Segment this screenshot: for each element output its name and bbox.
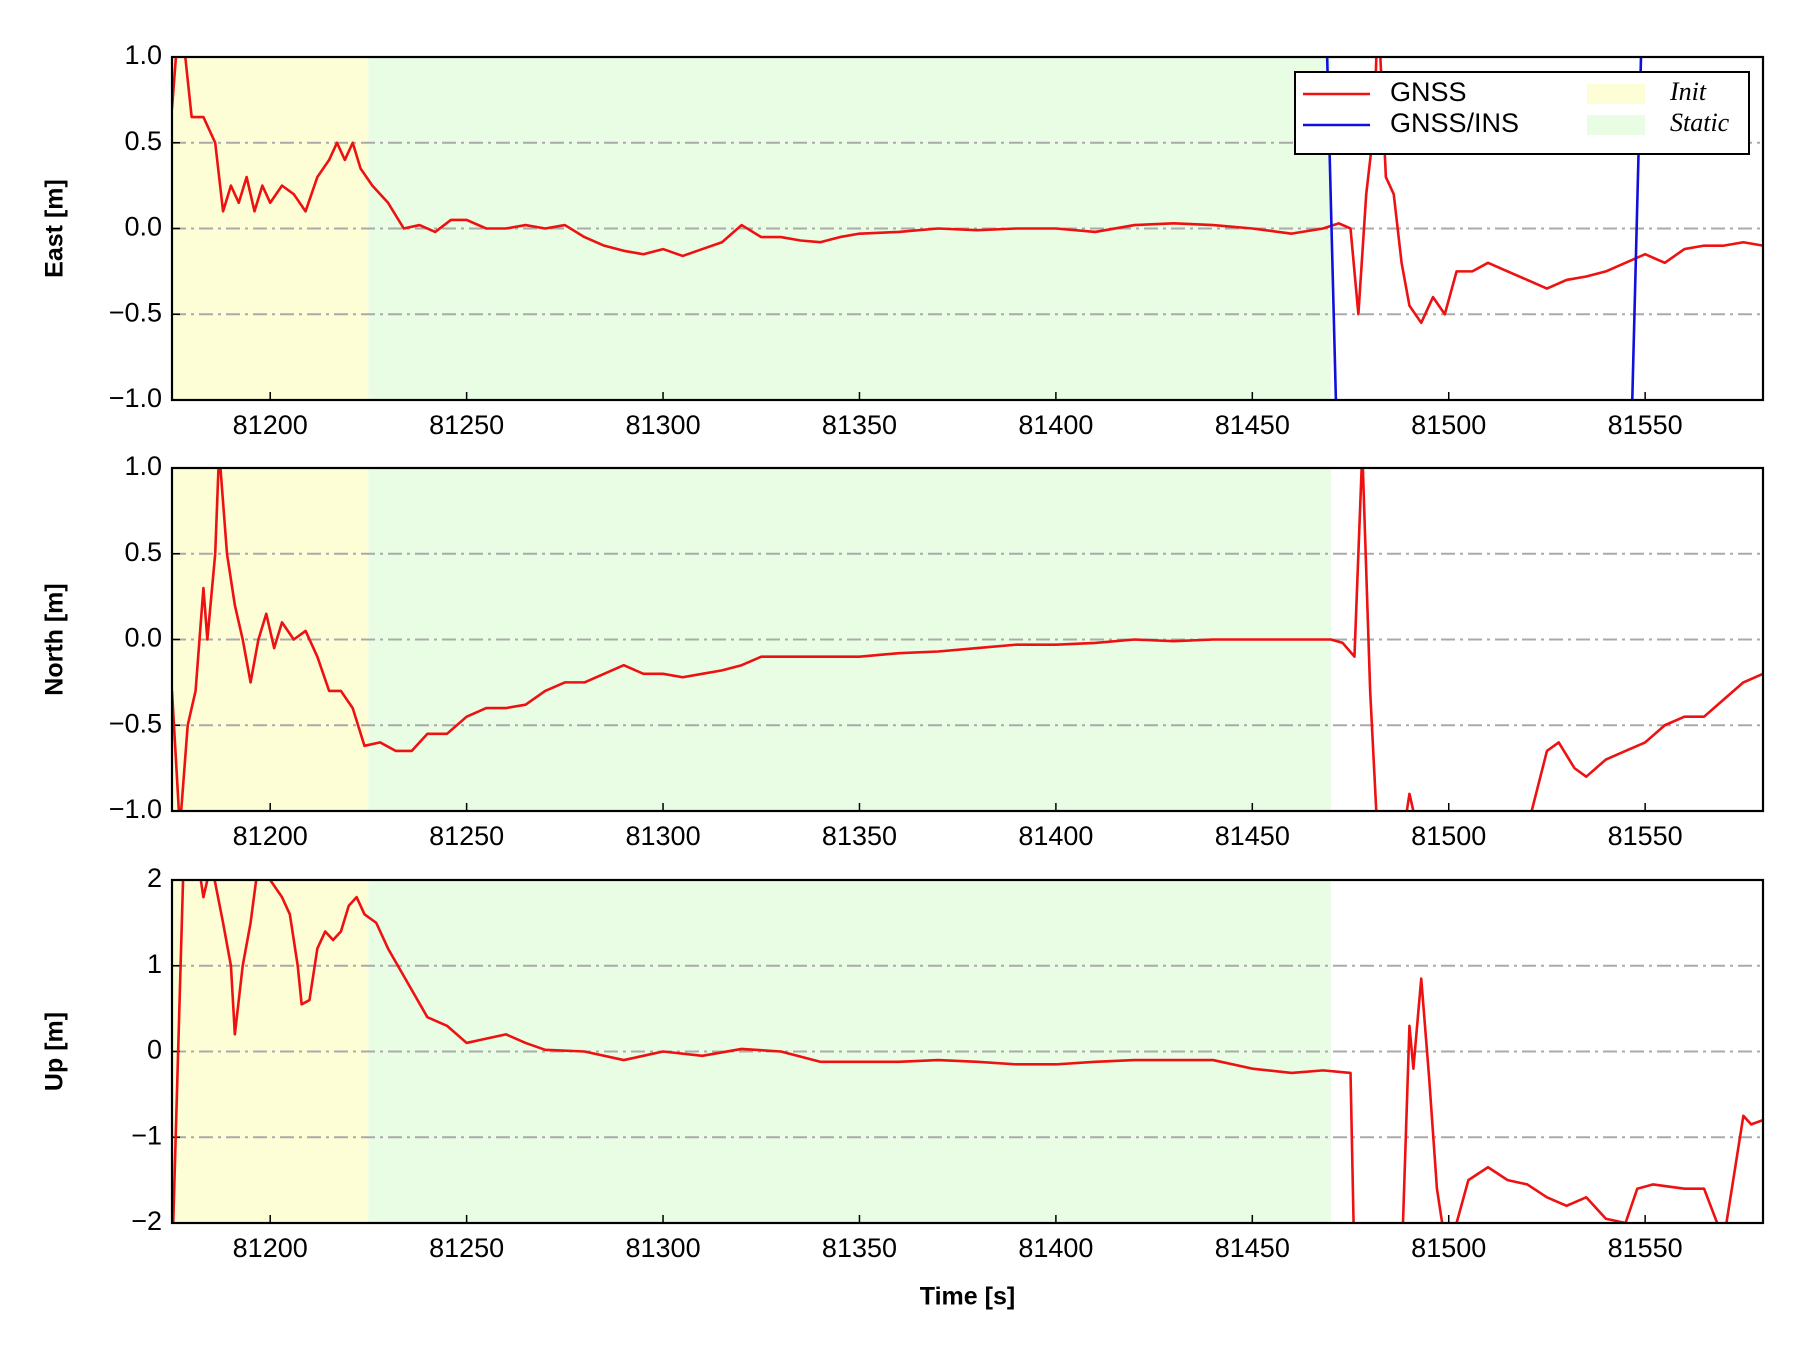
y-tick-label: −2: [131, 1206, 162, 1236]
x-tick-label: 81550: [1608, 821, 1683, 851]
x-tick-label: 81200: [233, 410, 308, 440]
y-tick-label: 0: [147, 1035, 162, 1065]
x-tick-label: 81350: [822, 821, 897, 851]
legend-label: GNSS/INS: [1390, 108, 1519, 138]
y-tick-label: −1.0: [109, 794, 162, 824]
x-tick-label: 81250: [429, 1233, 504, 1263]
legend-label: Init: [1669, 77, 1707, 106]
x-tick-label: 81450: [1215, 1233, 1290, 1263]
x-tick-label: 81300: [626, 410, 701, 440]
series-line: [172, 468, 1763, 811]
y-tick-label: −1.0: [109, 383, 162, 413]
y-tick-label: 0.5: [124, 126, 162, 156]
y-tick-label: 0.0: [124, 212, 162, 242]
x-tick-label: 81400: [1018, 1233, 1093, 1263]
y-axis-label: Up [m]: [41, 1012, 69, 1091]
y-tick-label: 0.5: [124, 537, 162, 567]
plot-frame: [170, 878, 1765, 1225]
x-tick-label: 81250: [429, 410, 504, 440]
y-tick-label: −0.5: [109, 297, 162, 327]
x-tick-label: 81400: [1018, 410, 1093, 440]
x-tick-label: 81450: [1215, 410, 1290, 440]
x-tick-label: 81450: [1215, 821, 1290, 851]
x-tick-label: 81350: [822, 1233, 897, 1263]
y-tick-label: 0.0: [124, 623, 162, 653]
legend-label: GNSS: [1390, 77, 1467, 107]
series-line: [172, 880, 1763, 1223]
x-tick-label: 81550: [1608, 1233, 1683, 1263]
y-axis-label: North [m]: [41, 583, 69, 695]
y-tick-label: 2: [147, 863, 162, 893]
x-tick-label: 81200: [233, 821, 308, 851]
series-line: [172, 57, 1763, 325]
plot-frame: [170, 55, 1765, 402]
legend-label: Static: [1670, 108, 1730, 137]
x-tick-label: 81550: [1608, 410, 1683, 440]
x-axis-label: Time [s]: [920, 1283, 1015, 1311]
series-line: [1325, 57, 1643, 400]
y-tick-label: −1: [131, 1120, 162, 1150]
x-tick-label: 81500: [1411, 410, 1486, 440]
x-tick-label: 81500: [1411, 821, 1486, 851]
legend-swatch: [1587, 84, 1645, 104]
x-tick-label: 81300: [626, 821, 701, 851]
x-tick-label: 81300: [626, 1233, 701, 1263]
y-tick-label: 1.0: [124, 40, 162, 70]
x-tick-label: 81500: [1411, 1233, 1486, 1263]
y-tick-label: 1: [147, 949, 162, 979]
y-tick-label: −0.5: [109, 708, 162, 738]
x-tick-label: 81350: [822, 410, 897, 440]
x-tick-label: 81250: [429, 821, 504, 851]
y-tick-label: 1.0: [124, 451, 162, 481]
legend-box: [1294, 71, 1750, 155]
x-tick-label: 81400: [1018, 821, 1093, 851]
x-tick-label: 81200: [233, 1233, 308, 1263]
legend-swatch: [1587, 115, 1645, 135]
plot-frame: [170, 466, 1765, 813]
y-axis-label: East [m]: [41, 179, 69, 278]
